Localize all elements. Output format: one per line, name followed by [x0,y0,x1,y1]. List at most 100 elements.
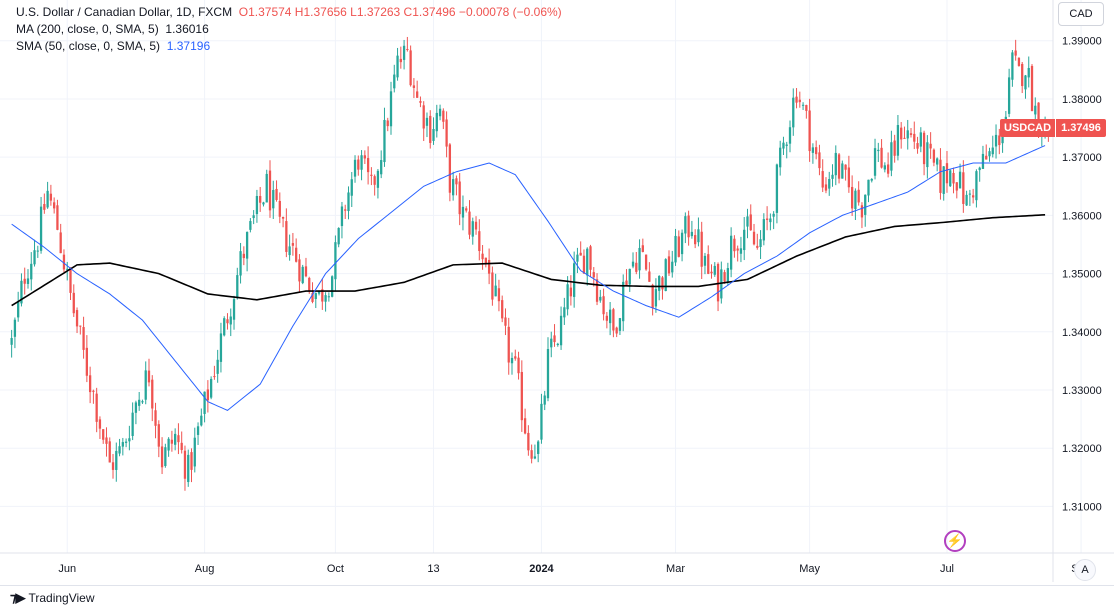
candle-body [716,263,720,302]
candle-body [775,164,779,213]
candle-body [870,178,873,181]
candle-body [867,179,870,196]
candle-body [573,263,576,297]
candle-body [1014,50,1017,56]
candle-body [556,343,559,345]
candle-body [985,155,988,160]
candle-body [504,317,507,326]
candle-body [540,403,543,440]
candle-body [559,315,563,346]
candle-body [314,293,317,300]
candle-body [752,231,756,245]
candle-body [268,170,272,211]
candle-body [98,419,102,429]
candle-body [576,254,579,262]
price-axis: 1.31000 1.32000 1.33000 1.34000 1.35000 1.360… [1062,36,1102,514]
candle-body [834,152,837,176]
candle-body [743,229,746,251]
y-tick-label: 1.32000 [1062,443,1102,455]
candle-body [49,193,53,201]
candle-body [226,319,229,324]
candle-body [167,438,170,451]
candle-body [291,243,295,246]
candle-body [249,221,252,230]
candle-body [75,310,79,327]
candle-body [1021,63,1024,87]
candle-body [965,194,968,206]
candle-body [255,196,259,215]
candle-body [108,441,111,463]
candle-body [886,164,890,174]
candle-body [978,167,981,171]
candle-body [324,295,327,302]
candle-body [196,426,200,435]
candle-body [474,221,478,230]
candle-body [213,376,216,378]
candle-body [376,170,380,188]
candle-body [334,242,337,280]
candle-body [850,186,854,209]
candle-body [380,160,383,175]
candle-body [994,134,998,147]
candle-body [363,155,366,159]
lightning-icon[interactable]: ⚡ [944,530,966,552]
candle-body [553,335,556,343]
candle-body [654,289,658,307]
candle-body [520,371,523,421]
candle-body [972,195,975,198]
candle-body [618,318,622,331]
candle-body [729,235,733,270]
candle-body [631,261,635,267]
candle-body [883,165,886,170]
candle-body [481,253,484,260]
candle-body [592,272,595,278]
candle-body [357,159,360,170]
symbol-title[interactable]: U.S. Dollar / Canadian Dollar, 1D, FXCM [16,5,233,19]
sma50-value: 1.37196 [166,39,211,53]
ma200-label[interactable]: MA (200, close, 0, SMA, 5) [16,22,159,36]
candle-body [102,429,105,440]
candle-body [72,292,75,314]
sma50-line [11,145,1046,411]
candle-body [939,159,942,193]
candle-body [543,395,546,405]
candle-body [1007,77,1011,114]
auto-scale-button[interactable]: A [1074,559,1096,581]
candle-body [311,293,314,302]
candle-body [229,316,232,325]
candle-body [317,290,321,294]
candle-body [913,133,916,142]
y-tick-label: 1.33000 [1062,385,1102,397]
candle-body [975,171,978,201]
candle-body [409,50,412,86]
brand[interactable]: ⁊▶ TradingView [10,590,95,606]
sma50-label[interactable]: SMA (50, close, 0, SMA, 5) [16,39,161,53]
candle-body [880,147,883,168]
candle-body [154,410,157,426]
candle-body [442,110,445,122]
tradingview-logo-icon: ⁊▶ [10,590,26,605]
candle-body [563,307,566,318]
candle-body [344,209,347,211]
candle-body [677,236,680,257]
candle-body [353,159,357,177]
candle-body [680,232,684,255]
candle-body [860,205,864,218]
candle-body [216,359,219,374]
candle-body [223,318,226,336]
candle-body [281,216,285,219]
currency-button[interactable]: CAD [1058,2,1104,26]
candle-body [422,105,425,129]
y-tick-label: 1.39000 [1062,36,1102,48]
candle-body [193,437,196,467]
candle-body [644,254,648,270]
candle-body [664,259,667,291]
x-tick-label: Oct [327,563,344,575]
candle-body [703,255,707,266]
candle-body [523,418,527,434]
candle-body [821,171,824,188]
candle-body [785,144,788,146]
y-tick-label: 1.36000 [1062,210,1102,222]
candle-body [157,424,160,447]
